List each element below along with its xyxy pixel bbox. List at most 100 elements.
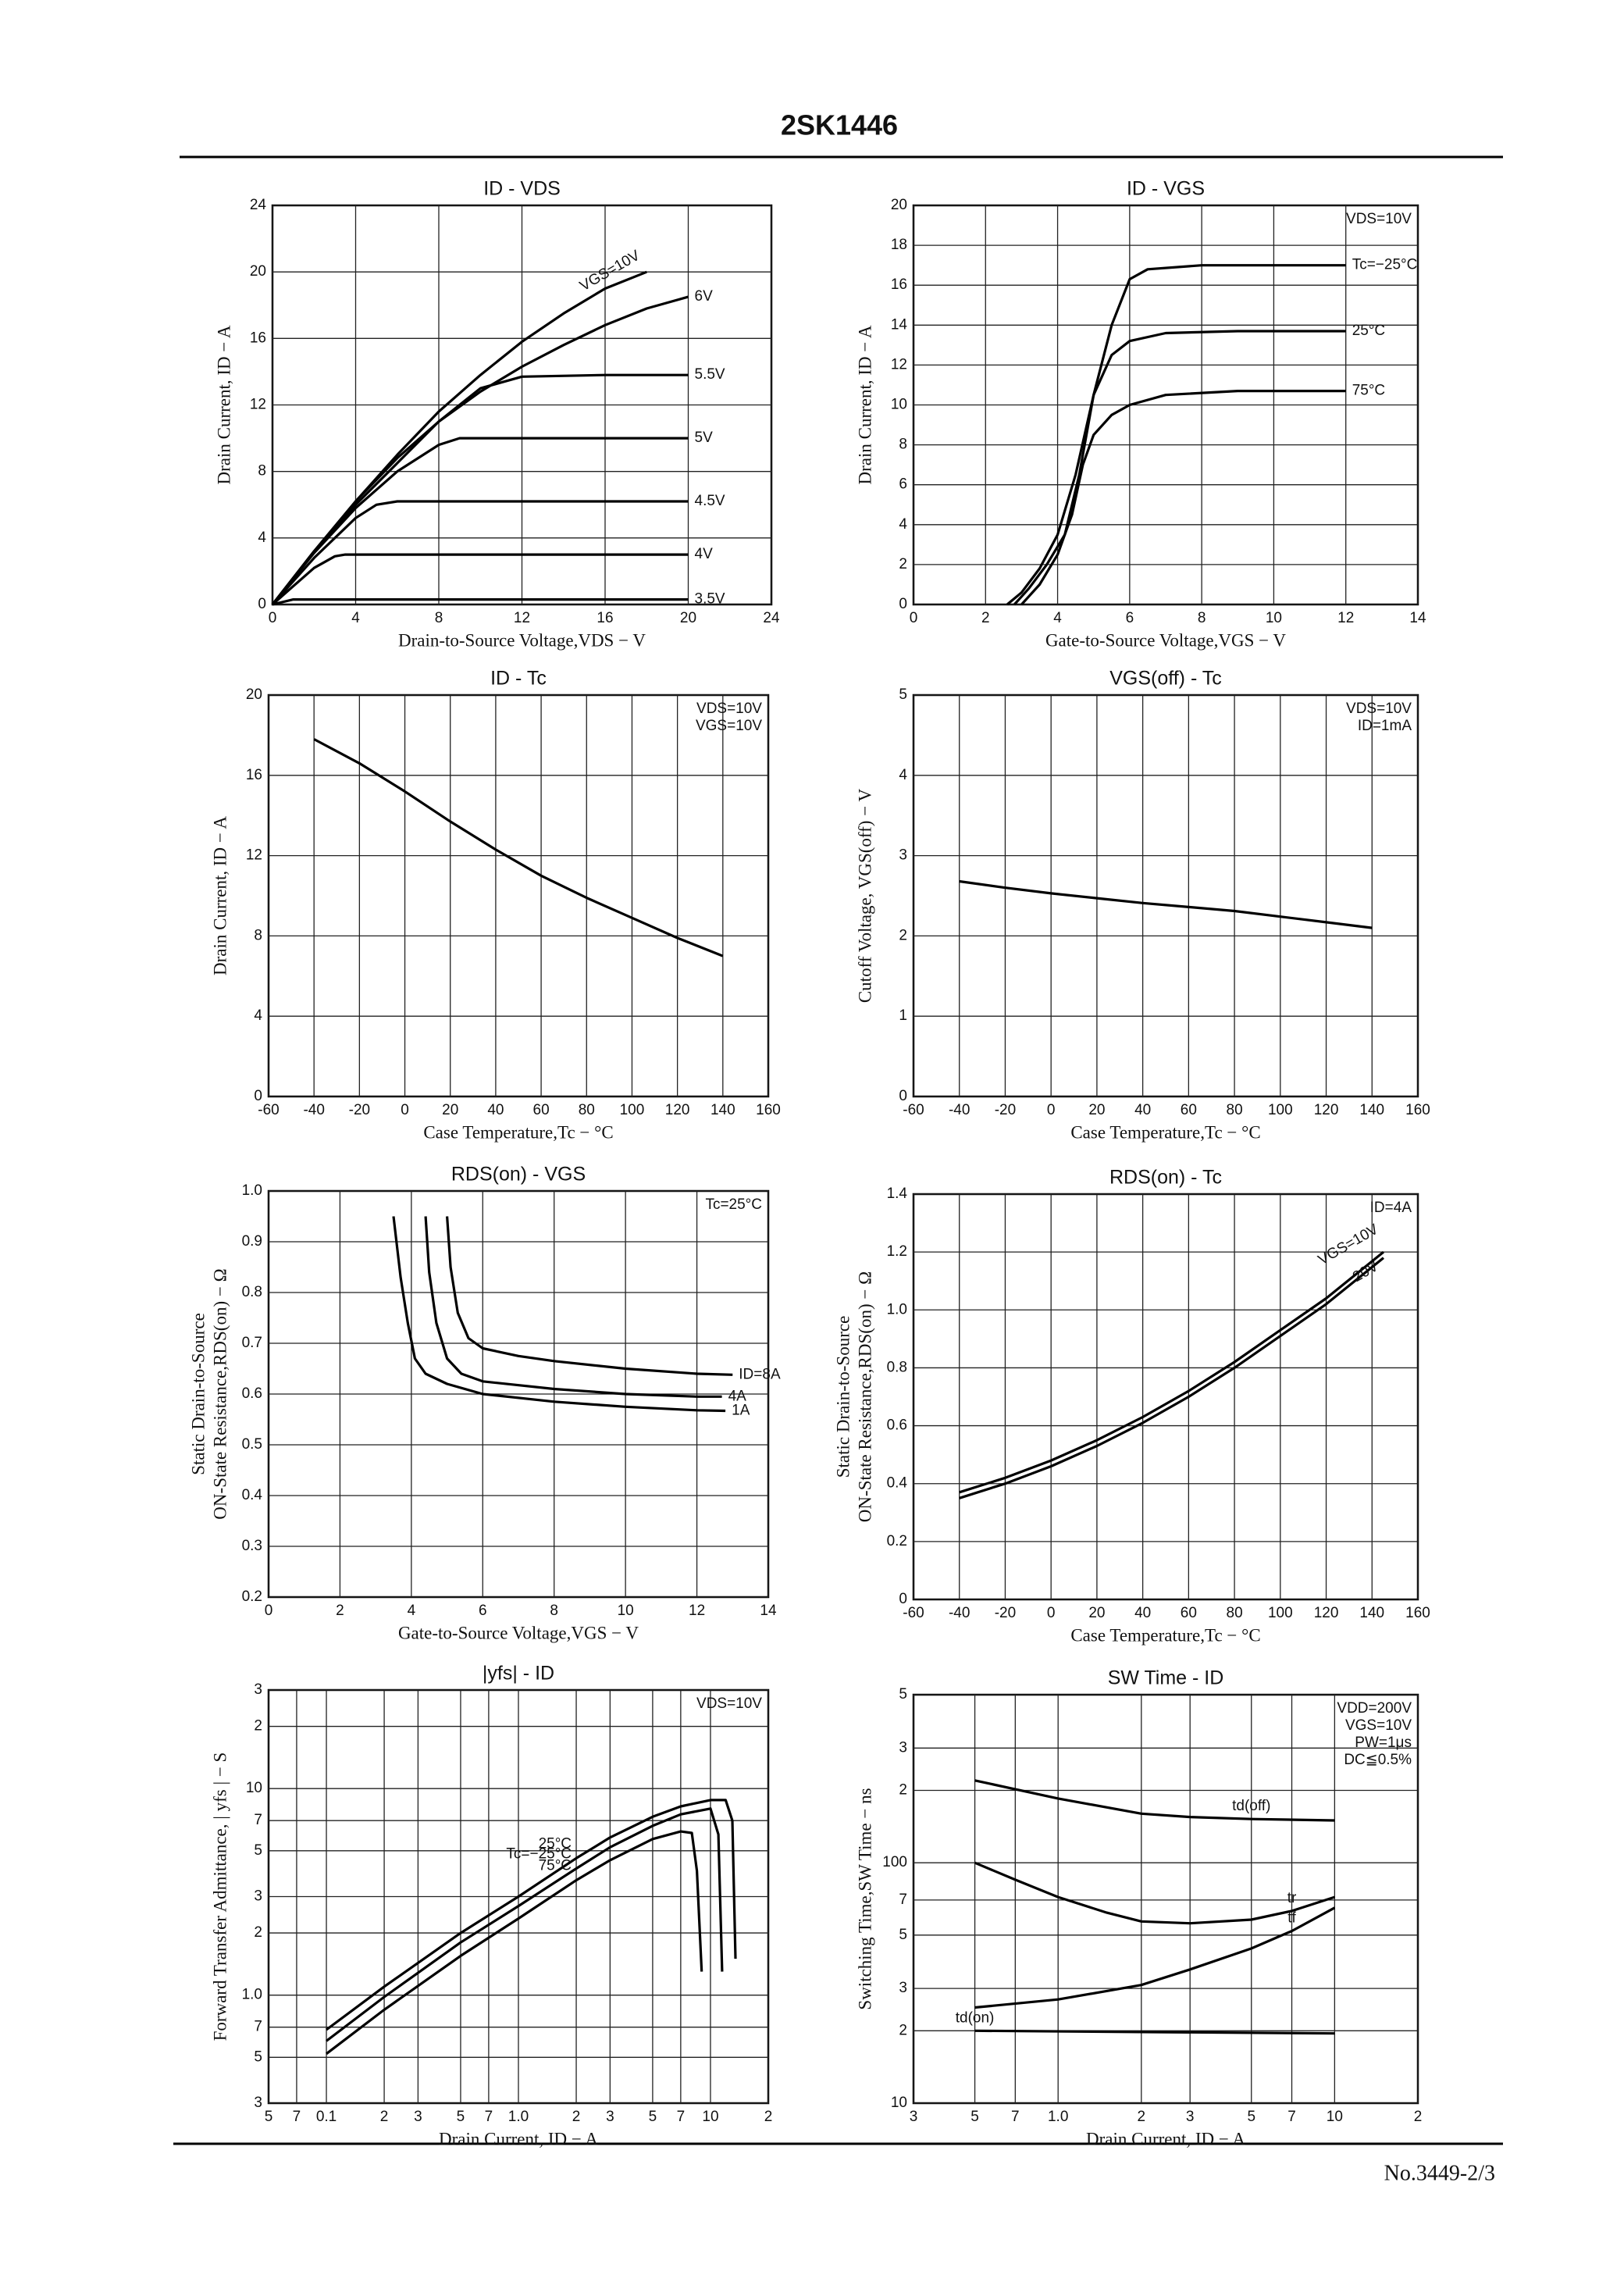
y-tick-label: 0.4 xyxy=(242,1487,263,1503)
curve xyxy=(974,1779,1335,1822)
x-tick-label: 2 xyxy=(380,2109,389,2125)
x-tick-label: 7 xyxy=(1287,2109,1296,2125)
x-axis-label: Drain-to-Source Voltage,VDS − V xyxy=(398,630,646,650)
x-tick-label: 5 xyxy=(649,2109,657,2125)
y-tick-label: 4 xyxy=(899,767,907,783)
x-tick-label: 10 xyxy=(1266,610,1282,626)
y-tick-label: 5 xyxy=(899,1927,907,1943)
y-tick-label: 10 xyxy=(246,1780,262,1796)
y-tick-label: 0.2 xyxy=(242,1588,262,1605)
y-tick-label: 2 xyxy=(254,1718,262,1735)
y-tick-label: 0.6 xyxy=(242,1385,262,1402)
page-title: 2SK1446 xyxy=(781,109,898,141)
x-tick-label: 2 xyxy=(336,1603,344,1619)
x-axis-label: Drain Current, ID − A xyxy=(439,2129,598,2148)
x-tick-label: 100 xyxy=(620,1102,645,1118)
y-tick-label: 1.0 xyxy=(242,1987,262,2003)
y-tick-label: 12 xyxy=(891,356,907,373)
curve xyxy=(959,879,1373,929)
x-tick-label: 160 xyxy=(1405,1102,1430,1118)
x-tick-label: 5 xyxy=(970,2109,979,2125)
x-tick-label: 3 xyxy=(910,2109,918,2125)
y-tick-label: 8 xyxy=(899,437,907,453)
x-axis-label: Gate-to-Source Voltage,VGS − V xyxy=(398,1623,639,1642)
curve xyxy=(326,1830,703,2056)
x-tick-label: 120 xyxy=(1314,1102,1339,1118)
curve xyxy=(959,1250,1385,1494)
x-tick-label: -60 xyxy=(903,1102,924,1118)
x-tick-label: -20 xyxy=(995,1605,1016,1621)
x-tick-label: 60 xyxy=(1181,1605,1197,1621)
y-tick-label: 20 xyxy=(891,197,907,213)
y-axis-label: Drain Current, ID − A xyxy=(855,325,874,484)
y-tick-label: 0 xyxy=(254,1088,262,1104)
y-tick-label: 1.0 xyxy=(887,1301,907,1317)
y-tick-label: 8 xyxy=(254,927,262,943)
page-number: No.3449-2/3 xyxy=(1384,2161,1495,2185)
y-tick-label: 5 xyxy=(899,1686,907,1703)
y-tick-label: 10 xyxy=(891,2095,907,2111)
series-label: td(off) xyxy=(1232,1798,1270,1814)
x-tick-label: -40 xyxy=(949,1102,970,1118)
y-tick-label: 0.9 xyxy=(242,1233,262,1250)
y-tick-label: 100 xyxy=(882,1854,907,1870)
x-tick-label: 6 xyxy=(1126,610,1134,626)
plot-area xyxy=(912,1693,1419,2105)
x-tick-label: 8 xyxy=(1198,610,1206,626)
chart-title: ID - Tc xyxy=(490,668,547,690)
y-tick-label: 0.6 xyxy=(887,1417,907,1434)
x-tick-label: 2 xyxy=(1138,2109,1146,2125)
x-tick-label: 10 xyxy=(1327,2109,1343,2125)
series-label: 75°C xyxy=(1352,383,1385,399)
y-tick-label: 8 xyxy=(258,463,266,480)
x-tick-label: 8 xyxy=(550,1603,558,1619)
y-tick-label: 2 xyxy=(899,927,907,943)
y-tick-label: 5 xyxy=(899,686,907,703)
series-label: 25°C xyxy=(539,1835,572,1852)
x-tick-label: 40 xyxy=(1134,1605,1151,1621)
x-tick-label: 12 xyxy=(1337,610,1354,626)
x-tick-label: 14 xyxy=(1409,610,1426,626)
y-tick-label: 20 xyxy=(250,263,266,280)
x-tick-label: 8 xyxy=(435,610,443,626)
curve xyxy=(271,553,689,606)
curve xyxy=(959,1257,1385,1499)
y-tick-label: 3 xyxy=(899,1980,907,1996)
y-tick-label: 18 xyxy=(891,237,907,253)
y-tick-label: 0.5 xyxy=(242,1436,262,1453)
y-tick-label: 3 xyxy=(899,847,907,864)
x-tick-label: -20 xyxy=(995,1102,1016,1118)
x-tick-label: -40 xyxy=(949,1605,970,1621)
x-tick-label: 0 xyxy=(910,610,918,626)
curve xyxy=(271,373,689,605)
y-tick-label: 4 xyxy=(899,516,907,533)
curve xyxy=(313,738,724,957)
y-tick-label: 1.0 xyxy=(242,1182,262,1199)
curve xyxy=(1020,390,1346,606)
y-tick-label: 2 xyxy=(899,1782,907,1799)
x-tick-label: 140 xyxy=(1359,1102,1384,1118)
x-tick-label: -60 xyxy=(258,1102,279,1118)
condition-note: VGS=10V xyxy=(696,718,762,734)
x-tick-label: 7 xyxy=(677,2109,686,2125)
curve xyxy=(272,598,689,606)
y-tick-label: 4 xyxy=(254,1007,262,1024)
x-tick-label: 5 xyxy=(265,2109,273,2125)
y-tick-label: 1.4 xyxy=(887,1186,908,1202)
y-tick-label: 3 xyxy=(254,2095,262,2111)
series-label: 4.5V xyxy=(695,493,725,509)
y-tick-label: 7 xyxy=(254,1812,262,1828)
series-label: tr xyxy=(1287,1890,1297,1906)
series-label: 75°C xyxy=(539,1858,572,1874)
x-tick-label: 3 xyxy=(1186,2109,1195,2125)
y-axis-label: Static Drain-to-Source xyxy=(188,1313,208,1475)
series-label: td(on) xyxy=(956,2009,995,2026)
condition-note: PW=1μs xyxy=(1355,1735,1412,1751)
x-tick-label: 24 xyxy=(763,610,780,626)
plot-area xyxy=(912,694,1419,1098)
series-label: 25°C xyxy=(1352,323,1385,339)
y-tick-label: 2 xyxy=(899,2022,907,2038)
curve xyxy=(1013,330,1346,606)
y-tick-label: 6 xyxy=(899,476,907,493)
x-tick-label: 60 xyxy=(533,1102,550,1118)
